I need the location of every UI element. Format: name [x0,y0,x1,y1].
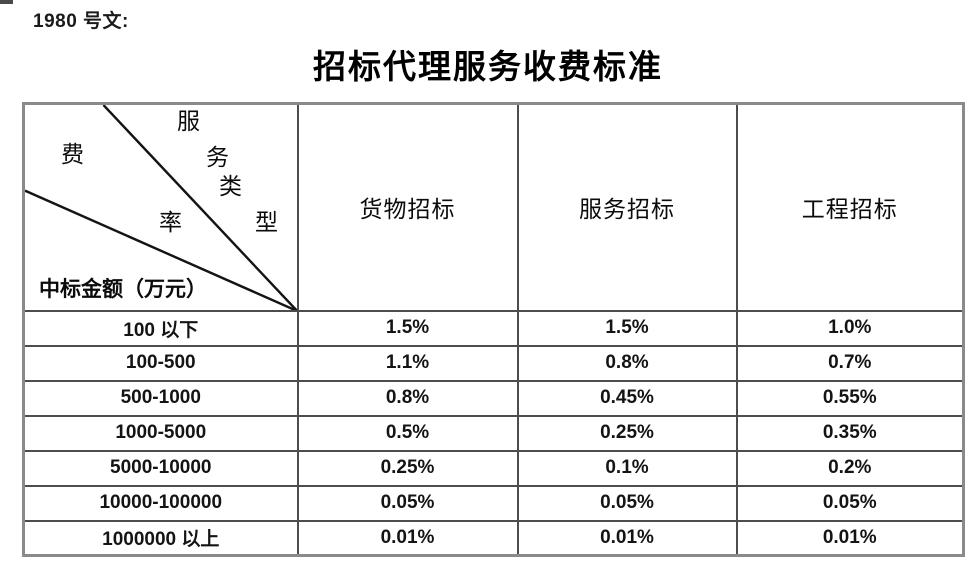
rate-cell: 0.01% [735,519,965,557]
table-row: 5000-10000 0.25% 0.1% 0.2% [22,449,965,487]
rate-cell: 0.2% [735,449,965,487]
amount-range-cell: 100 以下 [22,309,299,347]
rate-cell: 0.05% [735,484,965,522]
column-header-engineering: 工程招标 [735,102,965,312]
amount-range-cell: 100-500 [22,344,299,382]
table-row: 100 以下 1.5% 1.5% 1.0% [22,309,965,347]
corner-label-service-type-char: 务 [206,145,229,170]
page-title: 招标代理服务收费标准 [313,50,663,86]
rate-cell: 0.05% [296,484,519,522]
column-header-service: 服务招标 [516,102,738,312]
rate-cell: 0.01% [296,519,519,557]
rate-cell: 0.45% [516,379,738,417]
corner-label-rate-char: 费 [61,142,84,167]
rate-cell: 0.35% [735,414,965,452]
diagonal-corner-cell: 服 务 类 型 费 率 中标金额（万元） [22,102,299,312]
amount-range-cell: 1000000 以上 [22,519,299,557]
table-row: 500-1000 0.8% 0.45% 0.55% [22,379,965,417]
rate-cell: 0.55% [735,379,965,417]
table-row: 100-500 1.1% 0.8% 0.7% [22,344,965,382]
rate-cell: 0.8% [296,379,519,417]
amount-range-cell: 5000-10000 [22,449,299,487]
table-row: 1000-5000 0.5% 0.25% 0.35% [22,414,965,452]
amount-range-cell: 10000-100000 [22,484,299,522]
corner-label-rate-char: 率 [159,210,182,235]
table-header-row: 服 务 类 型 费 率 中标金额（万元） 货物招标 服务招标 工程招标 [22,102,965,312]
rate-cell: 0.25% [516,414,738,452]
rate-cell: 0.05% [516,484,738,522]
column-header-goods: 货物招标 [296,102,519,312]
rate-cell: 0.5% [296,414,519,452]
amount-range-cell: 500-1000 [22,379,299,417]
rate-cell: 0.8% [516,344,738,382]
page-corner-artifact [0,0,13,4]
diagonal-lines [25,105,296,309]
rate-cell: 0.01% [516,519,738,557]
rate-cell: 1.0% [735,309,965,347]
corner-label-service-type-char: 类 [219,174,242,199]
rate-cell: 1.5% [516,309,738,347]
corner-label-service-type-char: 型 [255,210,278,235]
diagonal-corner-content: 服 务 类 型 费 率 中标金额（万元） [25,105,296,309]
rate-cell: 1.1% [296,344,519,382]
rate-cell: 0.1% [516,449,738,487]
table-row: 1000000 以上 0.01% 0.01% 0.01% [22,519,965,557]
rate-cell: 0.7% [735,344,965,382]
corner-label-service-type-char: 服 [177,109,200,134]
corner-label-amount: 中标金额（万元） [39,277,207,301]
fee-table: 服 务 类 型 费 率 中标金额（万元） 货物招标 服务招标 工程招标 100 … [22,102,965,557]
rate-cell: 0.25% [296,449,519,487]
doc-number: 1980 号文: [33,11,129,32]
table-row: 10000-100000 0.05% 0.05% 0.05% [22,484,965,522]
rate-cell: 1.5% [296,309,519,347]
amount-range-cell: 1000-5000 [22,414,299,452]
